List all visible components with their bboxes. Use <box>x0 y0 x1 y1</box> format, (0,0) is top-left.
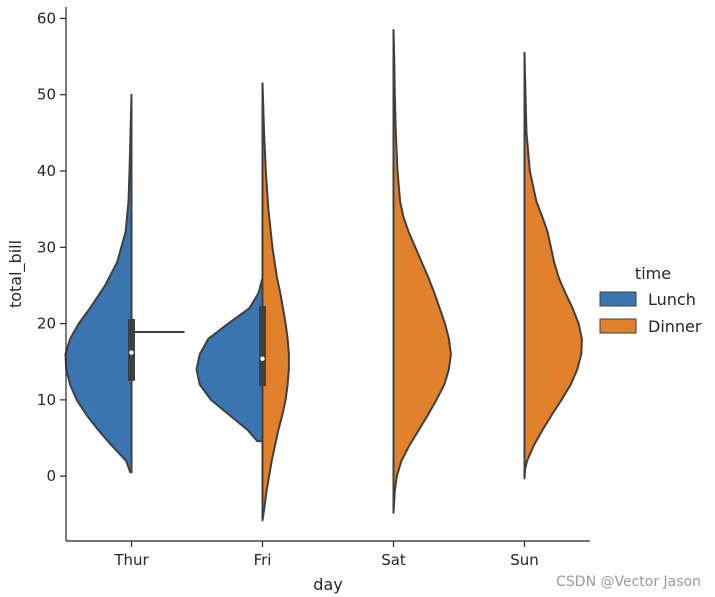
violin-dinner-fri <box>261 82 290 522</box>
iqr-box-lunch-thur <box>128 319 135 381</box>
median-dot-lunch-fri <box>260 356 265 361</box>
x-axis: day Thur Fri Sat Sun <box>66 540 590 594</box>
legend-swatch-lunch <box>599 291 637 307</box>
y-tick-label: 10 <box>37 391 56 409</box>
legend-label-lunch: Lunch <box>648 290 696 309</box>
legend-title: time <box>635 264 671 283</box>
x-tick-label: Fri <box>254 551 272 569</box>
legend: time Lunch Dinner <box>599 264 702 336</box>
plot-area <box>64 28 583 522</box>
y-tick-label: 50 <box>37 86 56 104</box>
legend-label-dinner: Dinner <box>648 317 702 336</box>
violin-dinner-sat <box>392 28 452 514</box>
y-tick-label: 30 <box>37 238 56 256</box>
y-axis: total_bill 0 10 20 30 40 50 60 <box>6 7 67 541</box>
violin-dinner-sun <box>523 51 583 480</box>
legend-swatch-dinner <box>599 318 637 334</box>
x-tick-label: Sun <box>510 551 539 569</box>
violin-lunch-fri <box>195 276 264 443</box>
median-dot-lunch-thur <box>129 350 134 355</box>
iqr-box-lunch-fri <box>259 306 266 387</box>
x-axis-label: day <box>313 575 342 594</box>
x-tick-label: Sat <box>381 551 406 569</box>
y-tick-label: 60 <box>37 9 56 27</box>
y-tick-label: 40 <box>37 162 56 180</box>
y-tick-label: 20 <box>37 315 56 333</box>
watermark: CSDN @Vector Jason <box>556 574 701 590</box>
x-tick-label: Thur <box>113 551 149 569</box>
y-axis-label: total_bill <box>6 240 26 308</box>
violin-lunch-thur <box>64 93 133 474</box>
y-tick-label: 0 <box>46 467 56 485</box>
